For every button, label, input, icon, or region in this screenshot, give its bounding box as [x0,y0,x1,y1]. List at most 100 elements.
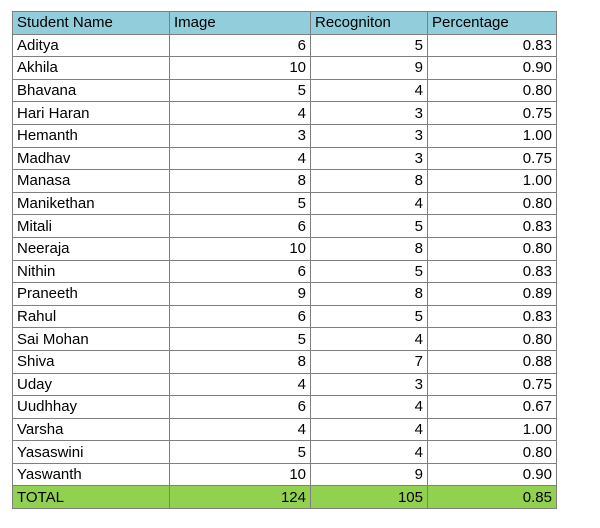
cell-recognition[interactable]: 9 [310,462,428,487]
cell-percentage[interactable]: 0.75 [427,101,557,125]
cell-recognition[interactable]: 8 [310,282,428,306]
cell-recognition[interactable]: 5 [310,214,428,238]
cell-percentage[interactable]: 0.90 [427,56,557,80]
header-student-name[interactable]: Student Name [12,11,170,35]
cell-image[interactable]: 10 [169,236,311,261]
cell-student-name[interactable]: TOTAL [12,485,170,510]
table-row: Yaswanth 10 9 0.90 [12,462,557,487]
cell-student-name[interactable]: Uday [12,372,170,397]
cell-image[interactable]: 10 [169,462,311,487]
table-row: Akhila 10 9 0.90 [12,56,557,80]
cell-image[interactable]: 4 [169,372,311,397]
table-row: Neeraja 10 8 0.80 [12,236,557,261]
cell-percentage[interactable]: 0.83 [427,33,557,58]
cell-recognition[interactable]: 8 [310,169,428,193]
cell-student-name[interactable]: Akhila [12,56,170,80]
header-row: Student Name Image Recogniton Percentage [12,11,557,35]
cell-recognition[interactable]: 5 [310,259,428,284]
table-row: Nithin 6 5 0.83 [12,259,557,284]
cell-image[interactable]: 5 [169,440,311,464]
student-recognition-table: Student Name Image Recogniton Percentage… [12,11,557,510]
cell-percentage[interactable]: 0.80 [427,440,557,464]
cell-recognition[interactable]: 7 [310,349,428,374]
cell-percentage[interactable]: 0.90 [427,462,557,487]
cell-image[interactable]: 8 [169,349,311,374]
cell-recognition[interactable]: 4 [310,440,428,464]
table-row: Aditya 6 5 0.83 [12,33,557,58]
cell-image[interactable]: 9 [169,282,311,306]
cell-recognition[interactable]: 8 [310,236,428,261]
cell-recognition[interactable]: 5 [310,33,428,58]
cell-image[interactable]: 6 [169,395,311,419]
cell-image[interactable]: 8 [169,169,311,193]
cell-percentage[interactable]: 0.85 [427,485,557,510]
cell-student-name[interactable]: Yaswanth [12,462,170,487]
cell-image[interactable]: 4 [169,101,311,125]
table-row: Varsha 4 4 1.00 [12,417,557,442]
cell-student-name[interactable]: Uudhhay [12,395,170,419]
cell-student-name[interactable]: Hemanth [12,123,170,148]
cell-student-name[interactable]: Manasa [12,169,170,193]
cell-recognition[interactable]: 105 [310,485,428,510]
cell-student-name[interactable]: Rahul [12,304,170,329]
cell-student-name[interactable]: Bhavana [12,78,170,103]
table-row: Yasaswini 5 4 0.80 [12,440,557,464]
cell-percentage[interactable]: 0.83 [427,214,557,238]
header-recognition[interactable]: Recogniton [310,11,428,35]
cell-student-name[interactable]: Manikethan [12,191,170,216]
cell-percentage[interactable]: 0.80 [427,327,557,351]
cell-image[interactable]: 6 [169,214,311,238]
cell-recognition[interactable]: 4 [310,78,428,103]
cell-student-name[interactable]: Praneeth [12,282,170,306]
cell-student-name[interactable]: Varsha [12,417,170,442]
header-percentage[interactable]: Percentage [427,11,557,35]
cell-student-name[interactable]: Sai Mohan [12,327,170,351]
cell-recognition[interactable]: 4 [310,417,428,442]
cell-image[interactable]: 3 [169,123,311,148]
cell-percentage[interactable]: 0.83 [427,259,557,284]
cell-student-name[interactable]: Mitali [12,214,170,238]
cell-percentage[interactable]: 0.83 [427,304,557,329]
cell-recognition[interactable]: 3 [310,101,428,125]
cell-image[interactable]: 5 [169,327,311,351]
cell-image[interactable]: 124 [169,485,311,510]
cell-image[interactable]: 6 [169,259,311,284]
cell-percentage[interactable]: 0.80 [427,191,557,216]
cell-percentage[interactable]: 1.00 [427,169,557,193]
cell-percentage[interactable]: 1.00 [427,123,557,148]
cell-recognition[interactable]: 3 [310,372,428,397]
cell-student-name[interactable]: Neeraja [12,236,170,261]
cell-student-name[interactable]: Shiva [12,349,170,374]
cell-image[interactable]: 4 [169,417,311,442]
cell-recognition[interactable]: 3 [310,123,428,148]
cell-percentage[interactable]: 0.89 [427,282,557,306]
cell-student-name[interactable]: Hari Haran [12,101,170,125]
cell-percentage[interactable]: 0.80 [427,236,557,261]
table-row: Mitali 6 5 0.83 [12,214,557,238]
cell-image[interactable]: 4 [169,146,311,171]
cell-student-name[interactable]: Aditya [12,33,170,58]
cell-percentage[interactable]: 0.75 [427,146,557,171]
cell-image[interactable]: 5 [169,191,311,216]
cell-student-name[interactable]: Madhav [12,146,170,171]
cell-image[interactable]: 10 [169,56,311,80]
cell-student-name[interactable]: Yasaswini [12,440,170,464]
table-row: Praneeth 9 8 0.89 [12,282,557,306]
header-image[interactable]: Image [169,11,311,35]
cell-percentage[interactable]: 0.67 [427,395,557,419]
cell-recognition[interactable]: 9 [310,56,428,80]
cell-recognition[interactable]: 4 [310,191,428,216]
cell-percentage[interactable]: 0.75 [427,372,557,397]
cell-image[interactable]: 6 [169,304,311,329]
cell-recognition[interactable]: 4 [310,395,428,419]
cell-percentage[interactable]: 1.00 [427,417,557,442]
cell-recognition[interactable]: 3 [310,146,428,171]
cell-image[interactable]: 5 [169,78,311,103]
cell-image[interactable]: 6 [169,33,311,58]
cell-recognition[interactable]: 4 [310,327,428,351]
cell-percentage[interactable]: 0.88 [427,349,557,374]
cell-recognition[interactable]: 5 [310,304,428,329]
cell-student-name[interactable]: Nithin [12,259,170,284]
cell-percentage[interactable]: 0.80 [427,78,557,103]
table-body: Student Name Image Recogniton Percentage… [12,11,557,510]
